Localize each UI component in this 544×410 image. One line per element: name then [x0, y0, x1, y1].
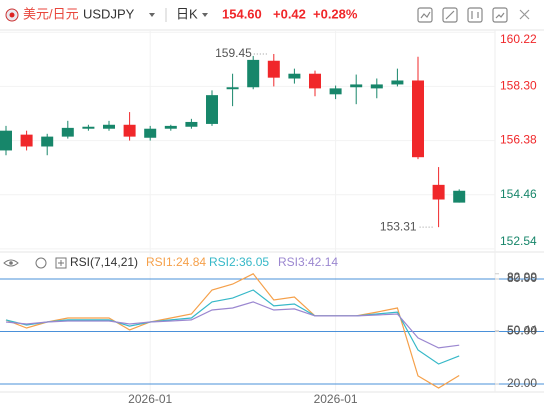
flag-dot — [9, 12, 15, 18]
low-label: 153.31 — [380, 219, 417, 233]
indicator-label: RSI(7,14,21) — [70, 255, 138, 269]
rsi-eye-icon[interactable] — [3, 259, 19, 267]
y-tick-label: 156.38 — [500, 133, 537, 147]
candle-body — [309, 73, 321, 89]
candle-body — [288, 73, 301, 79]
candle-body — [123, 124, 136, 137]
y-tick-label: 80.00 — [507, 271, 537, 285]
last-price: 154.60 — [222, 6, 262, 21]
candle-body — [226, 87, 239, 90]
rsi-toggle-glyph — [58, 260, 64, 266]
candle-body — [247, 59, 260, 88]
price-change: +0.42 — [273, 6, 306, 21]
candle-body — [391, 80, 404, 85]
candle-body — [453, 190, 466, 203]
y-tick-label: 160.22 — [500, 32, 537, 46]
tool-draw-icon[interactable] — [442, 7, 458, 23]
period-dropdown[interactable] — [202, 13, 208, 17]
tool-line-glyph — [420, 11, 431, 19]
symbol-name[interactable]: 美元/日元 — [23, 6, 79, 21]
period[interactable]: 日K — [176, 6, 198, 21]
candle-body — [82, 126, 95, 129]
x-tick-label: 2026-01 — [128, 392, 172, 406]
tool-settings-glyph — [495, 12, 505, 19]
x-tick-label: 2026-01 — [314, 392, 358, 406]
rsi-eye-pupil — [9, 261, 13, 265]
candle-body — [370, 84, 383, 89]
tool-line-icon[interactable] — [417, 7, 433, 23]
rsi-line — [5, 273, 460, 389]
legend-entry: RSI2:36.05 — [209, 255, 269, 269]
candle-body — [206, 95, 218, 124]
y-tick-label: 50.00 — [507, 324, 537, 338]
rsi-settings-icon[interactable] — [35, 257, 47, 269]
y-tick-label: 158.30 — [500, 79, 537, 93]
legend-entry: RSI1:24.84 — [146, 255, 206, 269]
price-change-pct: +0.28% — [313, 6, 358, 21]
symbol-code[interactable]: USDJPY — [83, 6, 135, 21]
candle-body — [103, 124, 115, 129]
symbol-dropdown[interactable] — [149, 13, 155, 17]
candle-body — [144, 128, 157, 138]
tool-settings-icon[interactable] — [492, 7, 508, 23]
y-tick-label: 20.00 — [507, 376, 537, 390]
y-tick-label: 82.99 — [507, 270, 537, 284]
fullscreen-icon[interactable] — [519, 9, 530, 20]
candle-body — [432, 184, 445, 200]
candle-body — [164, 125, 177, 129]
tool-candle-icon[interactable] — [467, 7, 483, 23]
candle-body — [267, 60, 280, 78]
rsi-toggle-icon[interactable] — [55, 257, 67, 269]
y-tick-label: 152.54 — [500, 234, 537, 248]
y-tick-label: 50.44 — [507, 323, 537, 337]
candle-body — [0, 130, 12, 151]
candle-body — [41, 136, 54, 147]
tool-candle-glyph — [471, 11, 479, 19]
rsi-line — [5, 289, 460, 365]
candle-body — [185, 121, 198, 127]
rsi-line — [5, 301, 460, 349]
high-label: 159.45 — [215, 46, 252, 60]
candle-body — [20, 134, 33, 147]
candle-body — [412, 80, 424, 158]
top-bar: 美元/日元 USDJPY 日K 154.60 +0.42 +0.28% — [0, 0, 544, 31]
legend-entry: RSI3:42.14 — [278, 255, 338, 269]
tool-draw-glyph — [445, 10, 455, 20]
candle-body — [329, 88, 342, 95]
candle-body — [61, 127, 74, 137]
top-bar-bg — [0, 0, 544, 30]
candle-body — [350, 84, 363, 88]
y-tick-label: 154.46 — [500, 187, 537, 201]
